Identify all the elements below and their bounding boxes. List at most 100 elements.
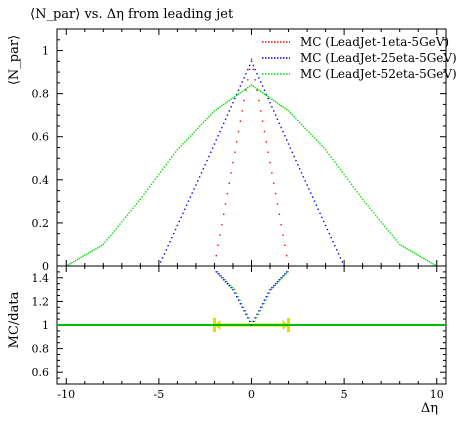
data-point (282, 106, 284, 108)
data-point (167, 245, 169, 247)
data-point (204, 119, 206, 122)
data-point (180, 216, 182, 219)
ratio-point-green (278, 281, 280, 283)
y-tick-label: 1.2 (32, 295, 50, 308)
data-point (178, 220, 180, 223)
ratio-point (237, 299, 240, 301)
data-point (323, 220, 325, 223)
data-point (360, 196, 362, 198)
data-point (273, 110, 275, 112)
data-point (202, 168, 205, 170)
data-point (224, 118, 227, 120)
y-tick-label: 0.8 (32, 88, 50, 101)
data-point (93, 249, 95, 251)
data-point (300, 123, 303, 126)
data-point (289, 112, 292, 114)
data-point (230, 106, 232, 108)
data-point (323, 147, 325, 149)
ratio-point (247, 317, 249, 319)
data-point (121, 221, 123, 223)
data-point (406, 248, 408, 250)
data-point (161, 257, 164, 259)
data-point (282, 234, 284, 236)
data-point (265, 94, 268, 97)
data-point (185, 139, 188, 141)
data-point (397, 241, 399, 243)
data-point (211, 112, 214, 114)
ratio-point-green (248, 317, 250, 319)
data-point (235, 93, 238, 96)
data-point (232, 101, 234, 104)
ratio-point (261, 303, 264, 305)
data-point (332, 158, 334, 161)
ratio-point-green (239, 299, 241, 301)
data-point (234, 95, 236, 98)
legend-label: MC (LeadJet-1eta-5GeV) (300, 35, 449, 49)
data-point (334, 161, 336, 163)
data-point (274, 101, 277, 103)
data-point (158, 173, 160, 176)
ratio-point (284, 273, 286, 275)
ratio-point (219, 275, 221, 277)
data-point (169, 158, 171, 161)
data-point (148, 186, 151, 188)
data-point (208, 155, 210, 158)
ratio-point (221, 277, 223, 279)
data-point (291, 151, 293, 154)
ratio-point (217, 273, 219, 275)
data-point (95, 248, 97, 250)
ratio-point (271, 286, 273, 289)
data-point (215, 139, 218, 141)
data-point (128, 212, 130, 214)
data-point (271, 106, 273, 108)
data-point (248, 64, 251, 67)
ratio-point-green (222, 277, 224, 279)
data-point (219, 234, 221, 236)
data-point (386, 227, 388, 230)
ratio-point-green (244, 310, 247, 312)
x-tick-label: 10 (430, 388, 444, 401)
data-point (284, 135, 286, 137)
data-point (282, 130, 284, 133)
data-point (226, 114, 229, 116)
data-point (254, 79, 256, 81)
data-point (247, 86, 249, 89)
data-point (69, 263, 71, 265)
data-point (84, 254, 86, 256)
data-point (278, 213, 280, 215)
data-point (122, 218, 125, 221)
data-point (243, 89, 245, 91)
ratio-point-green (272, 286, 274, 289)
data-point (297, 164, 299, 166)
data-point (293, 115, 295, 118)
data-point (208, 115, 210, 118)
data-point (260, 90, 262, 93)
legend: MC (LeadJet-1eta-5GeV) MC (LeadJet-25eta-… (262, 35, 457, 81)
data-point (139, 198, 142, 200)
data-point (421, 256, 423, 259)
data-point (185, 204, 188, 206)
data-point (197, 127, 199, 130)
ratio-point (250, 324, 253, 326)
data-point (247, 79, 249, 81)
data-point (271, 172, 273, 174)
data-point (254, 68, 256, 71)
data-point (189, 196, 192, 198)
data-point (145, 191, 147, 193)
data-point (285, 139, 288, 141)
data-point (356, 191, 358, 193)
data-point (432, 263, 434, 265)
data-point (328, 153, 330, 156)
ratio-point (243, 310, 245, 312)
data-point (217, 244, 219, 247)
data-point (330, 156, 332, 158)
data-point (380, 221, 382, 223)
data-point (226, 101, 229, 103)
ratio-point-green (287, 271, 289, 273)
legend-label: MC (LeadJet-52eta-5GeV) (300, 67, 457, 81)
ratio-point-green (250, 320, 252, 322)
data-point (306, 184, 308, 186)
data-point (102, 243, 105, 246)
data-point (187, 200, 190, 202)
data-point (291, 114, 293, 116)
